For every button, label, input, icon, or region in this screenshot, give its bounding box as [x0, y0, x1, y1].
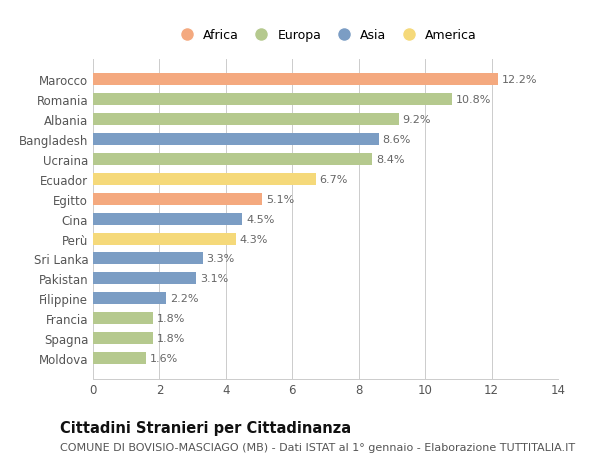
Bar: [93, 332, 153, 344]
Bar: [93, 293, 166, 305]
Text: 1.8%: 1.8%: [157, 313, 185, 324]
Bar: [93, 94, 452, 106]
Bar: [93, 233, 236, 245]
Text: 1.8%: 1.8%: [157, 333, 185, 343]
Legend: Africa, Europa, Asia, America: Africa, Europa, Asia, America: [169, 24, 482, 47]
Bar: [93, 313, 153, 325]
Text: 9.2%: 9.2%: [403, 115, 431, 125]
Text: 12.2%: 12.2%: [502, 75, 538, 85]
Bar: [93, 154, 372, 166]
Text: 4.3%: 4.3%: [240, 234, 268, 244]
Bar: [93, 273, 196, 285]
Text: Cittadini Stranieri per Cittadinanza: Cittadini Stranieri per Cittadinanza: [60, 420, 351, 435]
Text: 5.1%: 5.1%: [266, 194, 295, 204]
Text: 8.4%: 8.4%: [376, 155, 404, 165]
Bar: [93, 352, 146, 364]
Text: 2.2%: 2.2%: [170, 294, 199, 303]
Bar: [93, 193, 262, 205]
Bar: [93, 74, 498, 86]
Bar: [93, 213, 242, 225]
Bar: [93, 114, 398, 126]
Text: 10.8%: 10.8%: [456, 95, 491, 105]
Text: 4.5%: 4.5%: [247, 214, 275, 224]
Bar: [93, 253, 203, 265]
Bar: [93, 134, 379, 146]
Text: 6.7%: 6.7%: [320, 174, 348, 185]
Text: COMUNE DI BOVISIO-MASCIAGO (MB) - Dati ISTAT al 1° gennaio - Elaborazione TUTTIT: COMUNE DI BOVISIO-MASCIAGO (MB) - Dati I…: [60, 442, 575, 452]
Bar: [93, 174, 316, 185]
Text: 1.6%: 1.6%: [150, 353, 178, 363]
Text: 3.3%: 3.3%: [206, 254, 235, 264]
Text: 8.6%: 8.6%: [383, 135, 411, 145]
Text: 3.1%: 3.1%: [200, 274, 228, 284]
